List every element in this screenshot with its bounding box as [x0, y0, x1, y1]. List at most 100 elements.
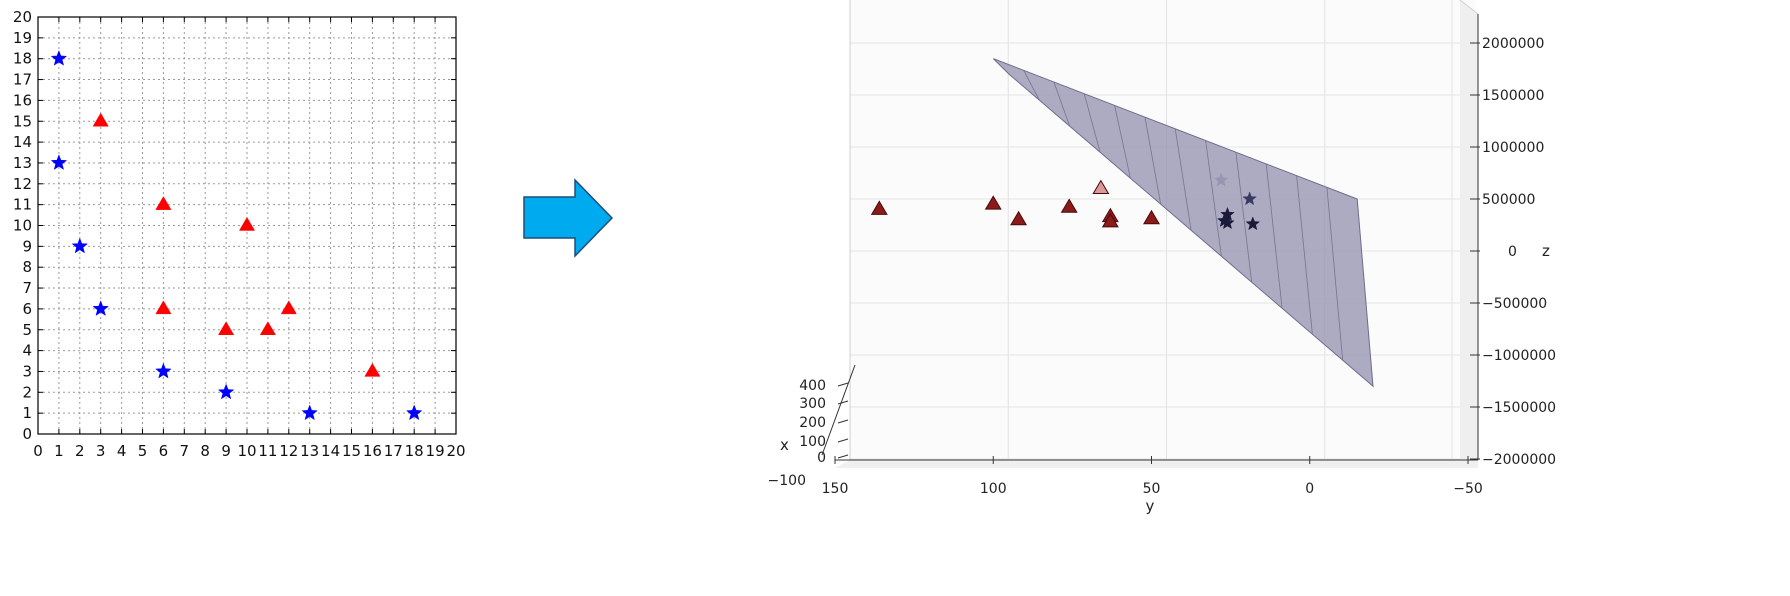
triangle-marker	[259, 321, 276, 335]
x-tick-label: 17	[384, 442, 403, 460]
x-tick-label: 200	[799, 415, 826, 431]
star-marker	[1245, 216, 1261, 231]
data-points	[50, 49, 423, 421]
axis-labels: z y x	[780, 242, 1550, 515]
x-tick-label: 2	[75, 442, 85, 460]
x-tick-label: 0	[817, 450, 826, 466]
triangle-marker	[92, 112, 109, 127]
x-axis-label: x	[780, 436, 789, 454]
x-tick-label: 18	[405, 442, 424, 460]
y-tick-label: 18	[13, 50, 32, 68]
z-tick-label: 1000000	[1482, 140, 1544, 156]
back-pane	[850, 0, 1475, 460]
scatter-chart-2d: 0 1 2 3 4 5 6 7 8 9 10 11 12 13 14 15 16 17 18 19 2001234567…	[13, 8, 466, 460]
plane-mesh-line	[1053, 81, 1071, 127]
x-tick-label: 4	[117, 442, 127, 460]
y-tick-label: 8	[22, 258, 32, 276]
star-marker	[50, 154, 68, 170]
y-tick-label: 100	[980, 481, 1007, 497]
x-tick-label: 5	[138, 442, 148, 460]
plane-mesh-line	[1235, 152, 1253, 283]
z-tick-label: 1500000	[1482, 88, 1544, 104]
y-tick-label: 9	[22, 237, 32, 255]
triangle-marker	[870, 200, 888, 215]
star-marker	[1242, 191, 1257, 206]
triangle-marker	[280, 300, 297, 315]
floor-pane	[835, 460, 1478, 468]
x-tick-label: 100	[799, 434, 826, 450]
x-tick-mark	[837, 382, 849, 387]
z-tick-label: 500000	[1482, 192, 1535, 208]
plane-mesh-line	[1326, 187, 1344, 361]
z-tick-label: −500000	[1482, 296, 1547, 312]
x-tick-label: 11	[258, 442, 277, 460]
x-tick-label: 16	[363, 442, 382, 460]
x-tick-label: 9	[221, 442, 231, 460]
star-marker	[405, 404, 423, 421]
y-tick-label: 11	[13, 196, 32, 214]
separating-plane	[992, 58, 1374, 388]
y-tick-label: 16	[13, 91, 32, 109]
x-tick-label: 10	[237, 442, 256, 460]
plane-surface	[992, 58, 1374, 388]
x-tick-mark	[837, 400, 849, 405]
plane-mesh-line	[1114, 105, 1131, 179]
triangle-marker	[155, 196, 172, 210]
x-tick-label: 6	[159, 442, 169, 460]
y-tick-label: 19	[13, 29, 32, 47]
triangle-marker	[364, 362, 381, 377]
y-tick-label: 0	[22, 425, 32, 443]
star-marker	[155, 362, 172, 379]
plot-frame	[37, 16, 457, 435]
x-tick-label: 13	[300, 442, 319, 460]
x-tick-label: 0	[33, 442, 43, 460]
triangle-marker	[155, 300, 172, 315]
y-tick-label: 20	[13, 8, 32, 26]
y-tick-label: 3	[22, 362, 32, 380]
x-tick-label: 7	[180, 442, 190, 460]
x-tick-label: −100	[768, 473, 806, 489]
y-tick-label: 150	[822, 481, 849, 497]
y-tick-label: 5	[22, 321, 32, 339]
y-tick-label: 17	[13, 71, 32, 89]
triangle-marker	[984, 195, 1002, 210]
y-tick-label: 13	[13, 154, 32, 172]
star-marker	[217, 383, 235, 400]
triangle-marker	[238, 217, 256, 231]
star-marker	[50, 49, 68, 66]
right-arrow-icon	[523, 178, 614, 258]
grid	[37, 16, 457, 435]
z-axis: 2000000 1500000 1000000 500000 0 −500000 −1000…	[1470, 14, 1556, 468]
data-points-front	[1216, 191, 1261, 231]
y-tick-label: 2	[22, 383, 32, 401]
triangle-marker	[1101, 212, 1119, 228]
pane-edge-top	[1459, 0, 1479, 15]
x-tick-mark	[837, 419, 849, 424]
triangle-marker	[1060, 198, 1078, 213]
y-tick-label: 10	[13, 217, 32, 235]
side-pane	[1460, 0, 1478, 460]
x-tick-mark	[837, 438, 849, 443]
star-marker	[1220, 215, 1235, 230]
3d-panes	[835, 0, 1479, 468]
z-tick-label: −1500000	[1482, 400, 1556, 416]
z-tick-label: 2000000	[1482, 36, 1544, 52]
x-tick-label: 20	[446, 442, 465, 460]
x-tick-label: 15	[342, 442, 361, 460]
z-axis-label: z	[1542, 242, 1550, 260]
y-tick-label: 12	[13, 175, 32, 193]
tick-labels: 0 1 2 3 4 5 6 7 8 9 10 11 12 13 14 15 16 17 18 19 2001234567…	[13, 8, 466, 460]
x-tick-label: 1	[54, 442, 64, 460]
x-tick-label: 14	[321, 442, 340, 460]
plane-mesh-line	[1265, 163, 1283, 309]
y-axis-label: y	[1146, 497, 1155, 515]
x-tick-label: 300	[799, 396, 826, 412]
x-tick-label: 3	[96, 442, 106, 460]
y-tick-label: 15	[13, 112, 32, 130]
y-tick-label: 7	[22, 279, 32, 297]
y-tick-label: 6	[22, 300, 32, 318]
star-marker	[92, 300, 109, 316]
triangle-marker	[218, 321, 235, 335]
plane-mesh-line	[1023, 70, 1040, 101]
